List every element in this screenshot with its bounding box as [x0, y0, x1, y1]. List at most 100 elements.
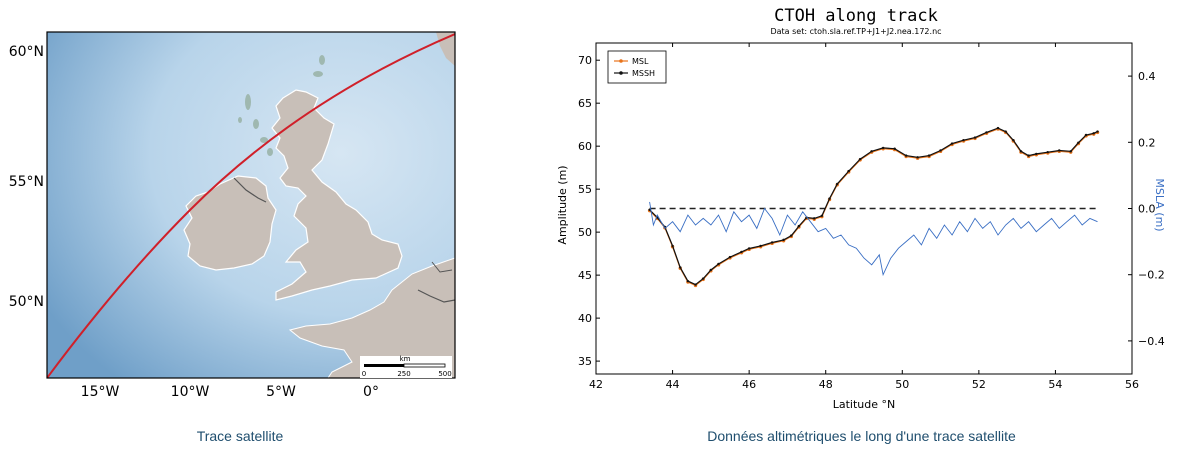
data-point-mssh — [702, 277, 705, 280]
map-caption: Trace satellite — [196, 428, 284, 444]
x-tick-label: 42 — [589, 378, 603, 391]
lat-label-60: 60°N — [9, 44, 44, 60]
x-tick-label: 54 — [1048, 378, 1062, 391]
data-point-mssh — [782, 238, 785, 242]
data-point-mssh — [648, 208, 651, 211]
y2-tick-label: −0.4 — [1138, 335, 1165, 348]
data-point-mssh — [847, 169, 850, 173]
data-point-mssh — [1046, 150, 1049, 154]
y-tick-label: 35 — [578, 355, 592, 368]
chart-subtitle: Data set: ctoh.sla.ref.TP+J1+J2.nea.172.… — [770, 27, 941, 36]
y2-axis-label: MSLA (m) — [1153, 178, 1166, 231]
data-point-mssh — [671, 244, 674, 248]
legend-mssh-marker — [619, 71, 623, 75]
lon-label-10w: 10°W — [171, 384, 210, 400]
data-point-mssh — [881, 146, 885, 150]
y-tick-label: 65 — [578, 97, 592, 110]
data-point-mssh — [996, 126, 1000, 130]
data-point-mssh — [1004, 130, 1007, 133]
y-axis-label: Amplitude (m) — [556, 165, 569, 244]
scottish-islands — [238, 55, 325, 156]
y2-tick-label: 0.2 — [1138, 136, 1156, 149]
y2-tick-label: 0.0 — [1138, 203, 1156, 216]
data-point-mssh — [836, 182, 839, 186]
chart-figure: CTOH along track Data set: ctoh.sla.ref.… — [556, 6, 1166, 411]
y-tick-label: 70 — [578, 54, 592, 67]
continent-border — [417, 289, 455, 303]
data-point-mssh — [747, 247, 751, 250]
legend: MSL MSSH — [607, 50, 667, 84]
data-point-mssh — [973, 136, 977, 139]
continent-border-2 — [431, 261, 453, 273]
y-tick-label: 55 — [578, 183, 592, 196]
y-tick-label: 50 — [578, 226, 592, 239]
data-point-mssh — [797, 224, 801, 228]
chart-caption: Données altimétriques le long d'une trac… — [707, 428, 1016, 444]
data-point-mssh — [828, 197, 831, 200]
ni-border — [233, 177, 267, 203]
data-point-mssh — [858, 157, 862, 161]
series-line-msla — [649, 201, 1098, 277]
great-britain-land — [271, 89, 403, 301]
scale-bar-unit: km — [400, 355, 411, 363]
data-point-mssh — [717, 262, 720, 266]
x-tick-label: 46 — [742, 378, 756, 391]
y-tick-label: 40 — [578, 312, 592, 325]
map-panel: 60°N 55°N 50°N 15°W 10°W 5°W 0° km 0 250… — [0, 0, 470, 456]
scale-bar-tick-0: 0 — [362, 370, 366, 378]
data-point-mssh — [939, 149, 942, 152]
lon-label-5w: 5°W — [266, 384, 296, 400]
y2-tick-label: −0.2 — [1138, 269, 1165, 282]
y2-tick-label: 0.4 — [1138, 70, 1156, 83]
map-figure: 60°N 55°N 50°N 15°W 10°W 5°W 0° km 0 250… — [9, 31, 456, 400]
lon-label-0: 0° — [363, 384, 379, 400]
data-point-mssh — [904, 154, 908, 157]
scale-bar-tick-250: 250 — [397, 370, 410, 378]
data-point-mssh — [1092, 132, 1095, 135]
ireland-land — [183, 175, 277, 271]
chart-panel: CTOH along track Data set: ctoh.sla.ref.… — [540, 0, 1183, 456]
data-point-mssh — [740, 250, 743, 254]
data-point-mssh — [985, 131, 988, 134]
lat-label-50: 50°N — [9, 294, 44, 310]
x-tick-label: 56 — [1125, 378, 1139, 391]
data-point-mssh — [927, 154, 931, 157]
legend-mssh-label: MSSH — [632, 69, 655, 78]
data-point-mssh — [1012, 138, 1015, 142]
data-point-mssh — [1027, 154, 1030, 157]
x-tick-label: 50 — [895, 378, 909, 391]
x-tick-label: 48 — [819, 378, 833, 391]
data-point-mssh — [686, 279, 690, 283]
series-layer — [647, 126, 1100, 288]
data-point-mssh — [728, 255, 732, 259]
data-point-mssh — [893, 147, 896, 150]
data-point-mssh — [1069, 150, 1072, 153]
data-point-mssh — [813, 217, 816, 220]
data-point-mssh — [962, 138, 965, 142]
data-point-mssh — [870, 150, 873, 153]
data-point-mssh — [694, 283, 697, 286]
scale-bar-tick-500: 500 — [438, 370, 451, 378]
data-point-mssh — [1035, 152, 1038, 156]
data-point-mssh — [1084, 133, 1088, 137]
data-point-mssh — [709, 268, 713, 272]
lat-label-55: 55°N — [9, 174, 44, 190]
x-tick-label: 52 — [972, 378, 986, 391]
data-point-mssh — [679, 266, 682, 269]
data-point-mssh — [1058, 149, 1061, 152]
legend-msl-marker — [619, 59, 623, 63]
data-point-mssh — [1077, 141, 1080, 144]
y-tick-label: 45 — [578, 269, 592, 282]
x-axis-label: Latitude °N — [833, 398, 896, 411]
map-frame — [46, 31, 456, 379]
satellite-track — [47, 33, 455, 378]
data-point-mssh — [770, 241, 774, 244]
lon-label-15w: 15°W — [81, 384, 120, 400]
y-tick-label: 60 — [578, 140, 592, 153]
legend-msl-label: MSL — [632, 57, 649, 66]
data-point-mssh — [1019, 150, 1023, 153]
scale-bar: km 0 250 500 — [360, 355, 452, 378]
chart-title: CTOH along track — [774, 6, 938, 26]
data-point-mssh — [916, 156, 919, 159]
axis-layer: 42 44 46 48 50 52 54 56 35 40 45 50 55 60 65 70 −0.4 −0.2… — [578, 43, 1165, 391]
